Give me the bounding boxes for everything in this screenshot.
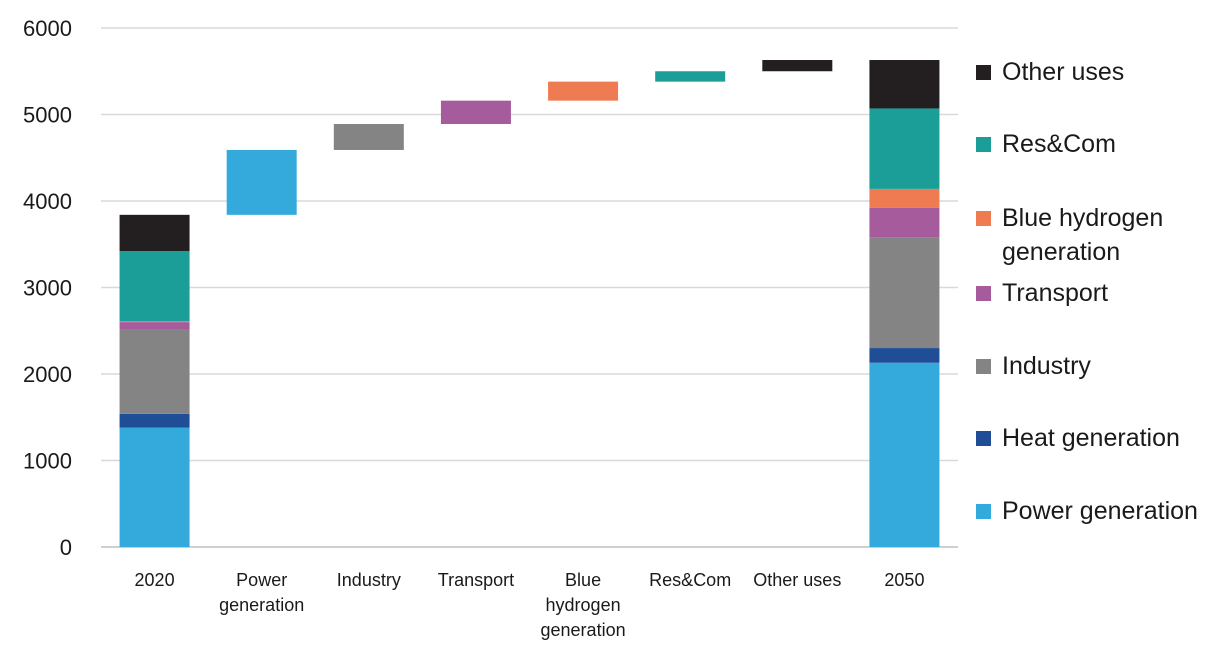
y-tick-label: 1000 bbox=[23, 449, 72, 474]
legend-item-heat-generation: Heat generation bbox=[976, 424, 1180, 452]
x-tick-label: Power generation bbox=[219, 570, 304, 615]
y-tick-label: 4000 bbox=[23, 189, 72, 214]
x-tick-label: 2050 bbox=[884, 570, 924, 590]
legend-label: Power generation bbox=[1002, 497, 1198, 525]
legend-label: Res&Com bbox=[1002, 130, 1116, 158]
y-tick-label: 2000 bbox=[23, 362, 72, 387]
bar-segment-heat-generation bbox=[869, 348, 940, 363]
legend-label: Industry bbox=[1002, 352, 1091, 380]
y-tick-label: 5000 bbox=[23, 103, 72, 128]
legend-swatch bbox=[976, 504, 991, 519]
bar-segment-power-generation bbox=[119, 427, 190, 547]
legend-swatch bbox=[976, 431, 991, 446]
legend-swatch bbox=[976, 359, 991, 374]
legend-label: Blue hydrogen generation bbox=[1002, 204, 1163, 266]
legend-label: Transport bbox=[1002, 279, 1108, 307]
waterfall-bar-industry bbox=[333, 124, 404, 150]
waterfall-bar-blue-hydrogen-generation bbox=[548, 81, 619, 101]
bar-segment-power-generation bbox=[869, 362, 940, 547]
legend-item-transport: Transport bbox=[976, 279, 1108, 307]
y-tick-label: 3000 bbox=[23, 276, 72, 301]
legend-label: Heat generation bbox=[1002, 424, 1180, 452]
legend-swatch bbox=[976, 211, 991, 226]
x-tick-label: Transport bbox=[438, 570, 514, 590]
bar-segment-industry bbox=[119, 329, 190, 414]
x-tick-label: Industry bbox=[337, 570, 401, 590]
bar-segment-other-uses bbox=[869, 60, 940, 109]
legend-swatch bbox=[976, 137, 991, 152]
waterfall-bar-res-com bbox=[655, 71, 726, 82]
x-tick-label: 2020 bbox=[135, 570, 175, 590]
legend-swatch bbox=[976, 65, 991, 80]
x-axis-tick-labels: 2020 Power generation Industry Transport Blue… bbox=[135, 570, 925, 640]
legend-item-blue-hydrogen-generation: Blue hydrogen generation bbox=[976, 204, 1163, 266]
bars bbox=[119, 60, 940, 547]
legend-item-res-com: Res&Com bbox=[976, 130, 1116, 158]
legend-item-industry: Industry bbox=[976, 352, 1091, 380]
x-tick-label: Blue hydrogen generation bbox=[541, 570, 626, 640]
x-tick-label: Other uses bbox=[753, 570, 841, 590]
legend-item-power-generation: Power generation bbox=[976, 497, 1198, 525]
bar-segment-other-uses bbox=[119, 214, 190, 252]
bar-segment-res-com bbox=[119, 251, 190, 322]
x-tick-label: Res&Com bbox=[649, 570, 731, 590]
waterfall-bar-power-generation bbox=[226, 149, 297, 215]
y-tick-label: 6000 bbox=[23, 16, 72, 41]
bar-segment-industry bbox=[869, 237, 940, 349]
legend: Other uses Res&Com Blue hydrogen generation… bbox=[976, 58, 1198, 525]
bar-segment-transport bbox=[119, 322, 190, 330]
legend-item-other-uses: Other uses bbox=[976, 58, 1124, 86]
bar-segment-transport bbox=[869, 207, 940, 238]
y-tick-label: 0 bbox=[60, 535, 72, 560]
bar-segment-heat-generation bbox=[119, 413, 190, 428]
waterfall-bar-transport bbox=[440, 100, 511, 125]
bar-segment-blue-hydrogen-generation bbox=[119, 321, 190, 323]
gridlines bbox=[101, 27, 958, 548]
legend-swatch bbox=[976, 286, 991, 301]
waterfall-bar-other-uses bbox=[762, 60, 833, 72]
y-axis-tick-labels: 0 1000 2000 3000 4000 5000 6000 bbox=[23, 16, 72, 560]
bar-segment-res-com bbox=[869, 108, 940, 189]
bar-segment-blue-hydrogen-generation bbox=[869, 188, 940, 208]
legend-label: Other uses bbox=[1002, 58, 1124, 86]
